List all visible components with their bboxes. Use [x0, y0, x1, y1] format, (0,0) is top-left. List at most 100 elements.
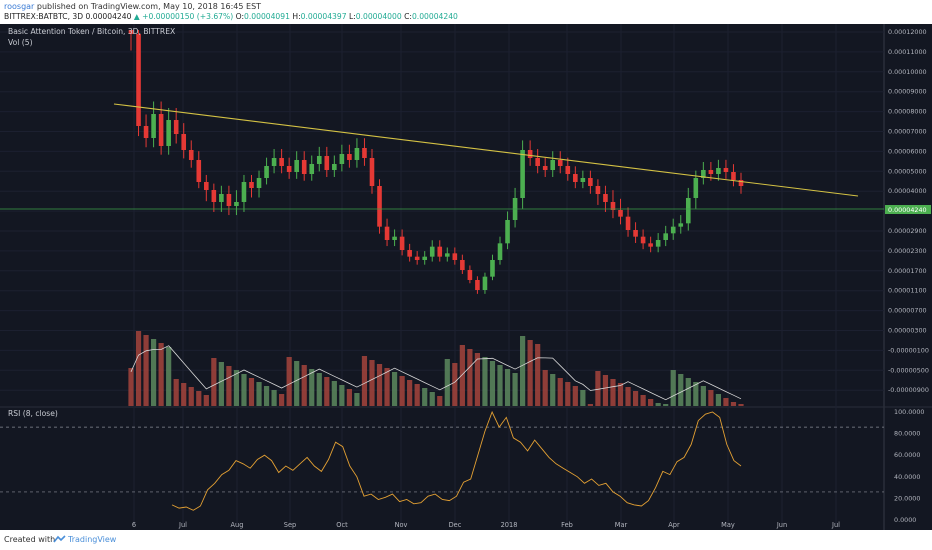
- author-link[interactable]: roosgar: [4, 2, 35, 11]
- volume-bar: [128, 368, 134, 406]
- price-tick-label: 0.00011000: [888, 48, 927, 56]
- open-value: 0.00004091: [244, 12, 290, 21]
- time-tick-label: Feb: [561, 521, 573, 529]
- volume-bar: [399, 376, 405, 406]
- volume-bar: [482, 357, 488, 406]
- volume-bar: [693, 382, 699, 406]
- candle-body: [354, 148, 360, 160]
- price-tick-label: 0.00010000: [888, 68, 927, 76]
- tradingview-brand[interactable]: TradingView: [68, 535, 117, 544]
- tradingview-logo-icon: [53, 535, 66, 543]
- candle-body: [731, 172, 736, 180]
- candle-body: [384, 226, 390, 240]
- candle-body: [166, 120, 171, 146]
- price-tick-label: -0.00000100: [888, 346, 929, 354]
- price-tick-label: 0.00004000: [888, 187, 927, 195]
- time-tick-label: Apr: [668, 521, 680, 529]
- volume-bar: [211, 358, 217, 406]
- volume-bar: [520, 336, 526, 406]
- volume-bar: [166, 347, 172, 406]
- candle-body: [151, 114, 156, 138]
- volume-bar: [632, 391, 639, 406]
- candle-body: [467, 270, 473, 280]
- candle-body: [204, 182, 209, 190]
- volume-bar: [640, 395, 646, 406]
- candle-body: [249, 182, 254, 188]
- candle-body: [407, 250, 412, 257]
- volume-bar: [233, 370, 240, 406]
- candle-body: [520, 150, 525, 198]
- candle-body: [550, 160, 556, 170]
- ohlc-line: BITTREX:BATBTC, 3D 0.00004240 ▲ +0.00000…: [4, 12, 458, 21]
- candle-body: [505, 220, 510, 244]
- volume-bar: [376, 364, 383, 406]
- volume-bar: [143, 335, 149, 406]
- published-text: published on TradingView.com, May 10, 20…: [36, 2, 262, 11]
- candle-body: [226, 194, 232, 206]
- candle-body: [158, 114, 164, 146]
- volume-bar: [542, 370, 548, 406]
- volume-bar: [150, 339, 157, 406]
- candle-body: [136, 34, 141, 126]
- candle-body: [542, 166, 548, 170]
- chart-title: Basic Attention Token / Bitcoin, 3D, BIT…: [8, 27, 176, 36]
- price-tick-label: 0.00002300: [888, 247, 927, 255]
- volume-bar: [218, 362, 224, 406]
- candle-body: [475, 280, 480, 290]
- publish-line: roosgar published on TradingView.com, Ma…: [4, 2, 261, 11]
- last-price-tag-label: 0.00004240: [888, 206, 927, 214]
- volume-bar: [535, 344, 541, 406]
- volume-bar: [414, 384, 420, 406]
- volume-bar: [437, 396, 443, 406]
- candle-body: [241, 182, 247, 202]
- price-tick-label: -0.00000500: [888, 366, 929, 374]
- candle-body: [294, 160, 299, 172]
- volume-bar: [580, 390, 586, 406]
- candle-body: [392, 236, 397, 240]
- trendline: [113, 103, 859, 197]
- volume-bar: [346, 389, 352, 406]
- last-price: 0.00004240: [85, 12, 132, 21]
- volume-bar: [489, 361, 496, 406]
- candle-body: [557, 160, 563, 166]
- candle-body: [618, 210, 623, 217]
- volume-bar: [452, 363, 458, 406]
- candle-body: [347, 154, 352, 160]
- price-change: +0.00000150 (+3.67%): [142, 12, 234, 21]
- volume-bar: [512, 373, 518, 406]
- publish-header: roosgar published on TradingView.com, Ma…: [0, 0, 932, 24]
- candle-body: [271, 158, 277, 166]
- price-tick-label: 0.00006000: [888, 147, 927, 155]
- candle-body: [437, 246, 443, 257]
- candle-body: [196, 160, 202, 182]
- candle-body: [723, 168, 729, 172]
- time-tick-label: Aug: [231, 521, 244, 529]
- volume-bar: [181, 383, 187, 406]
- candle-body: [625, 216, 631, 230]
- rsi-legend: RSI (8, close): [8, 409, 58, 418]
- candle-body: [527, 150, 533, 158]
- low-value: 0.00004000: [355, 12, 402, 21]
- volume-bar: [158, 343, 164, 406]
- volume-bar: [550, 374, 556, 406]
- volume-bar: [324, 377, 330, 406]
- candle-body: [648, 243, 653, 247]
- price-tick-label: 0.00000700: [888, 307, 927, 315]
- volume-bar: [497, 365, 503, 406]
- volume-bar: [610, 379, 616, 406]
- candle-body: [309, 164, 315, 174]
- high-label: H:: [292, 12, 301, 21]
- rsi-line: [171, 410, 742, 511]
- volume-bar: [655, 403, 661, 406]
- volume-bar: [316, 373, 322, 406]
- candle-body: [678, 223, 684, 227]
- candle-body: [301, 160, 307, 174]
- time-tick-label: Oct: [336, 521, 348, 529]
- candle-body: [565, 166, 571, 174]
- candle-body: [716, 168, 721, 174]
- close-label: C:: [404, 12, 412, 21]
- chart-area[interactable]: 0.00012000 0.00011000 0.00010000 0.00009000…: [0, 24, 932, 530]
- rsi-tick-label: 40.0000: [894, 473, 920, 481]
- candle-body: [535, 158, 540, 166]
- chart-svg[interactable]: 0.00012000 0.00011000 0.00010000 0.00009000…: [0, 24, 932, 530]
